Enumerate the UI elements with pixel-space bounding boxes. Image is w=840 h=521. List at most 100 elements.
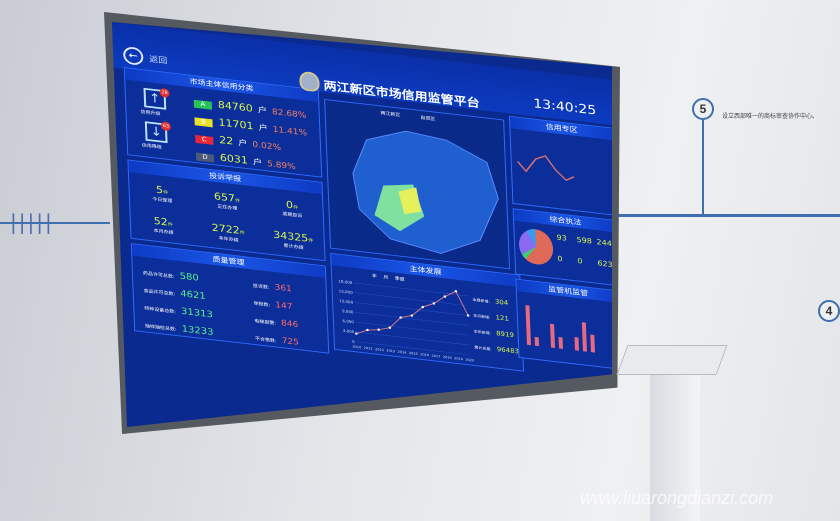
unit: 件 [239, 230, 245, 237]
enforcement-stat: 623 [597, 259, 612, 269]
downgrade-icon[interactable]: ↓ 63 [144, 121, 172, 144]
grid-line [354, 292, 468, 306]
y-tick-label: 6,000 [342, 318, 354, 324]
value: 13233 [181, 324, 214, 338]
grid-line [355, 321, 469, 336]
count: 6031 [219, 151, 249, 167]
label: 本年新增: [473, 329, 492, 336]
unit: 户 [238, 139, 248, 149]
label: 投诉数: [252, 283, 270, 291]
grade-badge: C [195, 134, 214, 145]
wall-timeline [702, 120, 704, 215]
unit: 件 [167, 221, 173, 228]
enforcement-stat: 0 [577, 256, 583, 266]
grid-line [356, 331, 470, 346]
x-tick-label: 2010 [352, 345, 361, 350]
grid-line [354, 282, 468, 297]
x-tick-label: 2015 [409, 351, 418, 356]
data-point [366, 328, 369, 332]
grade-badge: D [195, 152, 215, 163]
x-tick-label: 2011 [364, 346, 373, 351]
label: 信用降级 [141, 142, 162, 151]
y-tick-label: 12,000 [339, 298, 354, 304]
map-panel: 两江新区 自贸区 [324, 98, 511, 270]
unit: 件 [234, 198, 241, 205]
complaint-stat: 2722件 本年办结 [195, 216, 261, 246]
upgrade-icon[interactable]: ↑ 28 [143, 87, 170, 110]
step-marker: 4 [818, 300, 840, 322]
value: 4621 [180, 289, 206, 302]
wall-timeline [618, 214, 840, 217]
y-tick-label: 18,000 [338, 279, 353, 285]
label: 信用升级 [140, 109, 161, 117]
y-tick-label: 15,000 [339, 288, 354, 294]
count: 22 [218, 134, 234, 148]
label: 累计总量: [474, 344, 492, 352]
wall-timeline [0, 222, 110, 224]
value: 2722 [211, 221, 240, 237]
monitor-panel: 监管机监管 [515, 278, 612, 370]
credit-zone-panel: 信用专区 [508, 115, 612, 216]
y-tick-label: 0 [352, 339, 355, 344]
complaint-stat: 5件 今日受理 [129, 176, 195, 206]
data-point [388, 326, 392, 329]
watermark: www.liuarongdianzi.com [580, 488, 774, 508]
data-point [432, 302, 436, 305]
label: 电梯报警: [254, 318, 277, 327]
label: 抽样抽检总数: [144, 323, 177, 333]
label: 不合格数: [254, 336, 277, 345]
value: 361 [274, 283, 293, 295]
grid-line [356, 341, 470, 356]
unit: 户 [257, 106, 268, 117]
kiosk-stand [616, 345, 728, 375]
development-panel: 主体发展 年 月 季度 0 3,000 6,000 9,000 12,000 15,000… [330, 252, 525, 372]
value: 52 [153, 215, 168, 229]
kiosk-stand [650, 375, 700, 521]
data-point [421, 305, 425, 309]
grid-line [355, 302, 469, 316]
grade-badge: A [193, 99, 213, 110]
y-tick-label: 9,000 [342, 308, 354, 314]
unit: 件 [162, 189, 169, 196]
complaint-stat: 657件 正在办理 [194, 184, 260, 214]
data-point [355, 332, 358, 335]
back-button[interactable]: ← [122, 46, 144, 66]
y-tick-label: 3,000 [343, 328, 355, 334]
enforcement-pie-chart [518, 227, 554, 267]
dashboard-screen: ← 返回 两江新区市场信用监管平台 13:40:25 市场主体信用分类 ↑ 28 … [112, 22, 612, 427]
monitor-bar-chart [525, 305, 595, 353]
data-point [377, 328, 380, 331]
unit: 户 [258, 123, 268, 134]
value: 846 [280, 319, 299, 330]
x-tick-label: 2019 [454, 356, 463, 361]
value: 96483 [496, 345, 520, 356]
unit: 户 [252, 158, 263, 169]
value: 147 [275, 300, 293, 312]
enforcement-stat: 598 [576, 235, 593, 246]
trend-line-chart [517, 155, 575, 182]
grid-line [355, 312, 469, 326]
percent: 5.89% [266, 159, 296, 172]
badge: 63 [160, 121, 172, 132]
grade-badge: B [194, 117, 213, 128]
unit: 件 [308, 238, 314, 245]
label: 本周新增: [472, 297, 490, 304]
value: 580 [179, 271, 199, 284]
back-label[interactable]: 返回 [149, 55, 168, 67]
x-tick-label: 2016 [420, 352, 429, 357]
enforcement-stat: 93 [556, 233, 567, 243]
enforcement-stat: 244 [596, 238, 612, 248]
quality-panel: 质量管理 药品许可总数: 580 食品许可总数: 4621 特种设备总数: 3131… [130, 243, 330, 354]
x-tick-label: 2017 [431, 354, 440, 359]
x-tick-label: 2014 [398, 350, 407, 355]
data-point [466, 314, 470, 317]
district-map[interactable] [325, 100, 511, 270]
data-point [410, 314, 414, 317]
badge: 28 [159, 87, 170, 98]
data-point [454, 290, 458, 293]
x-tick-label: 2018 [443, 355, 452, 360]
enforcement-stat: 0 [557, 254, 563, 264]
x-tick-label: 2013 [386, 349, 395, 354]
x-tick-label: 2012 [375, 347, 384, 352]
